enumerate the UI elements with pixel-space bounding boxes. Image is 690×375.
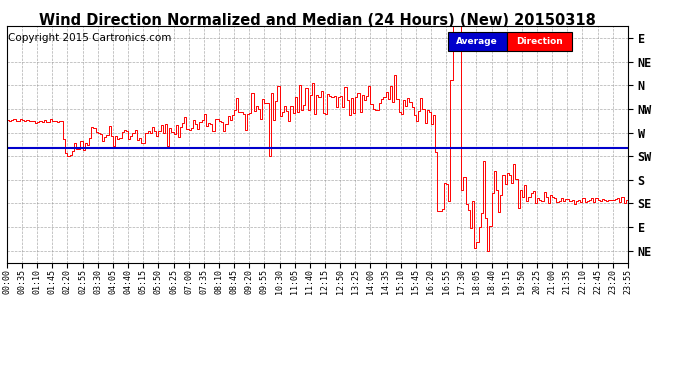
Text: Copyright 2015 Cartronics.com: Copyright 2015 Cartronics.com: [8, 33, 172, 44]
Text: Direction: Direction: [516, 37, 563, 46]
Bar: [506, 32, 572, 51]
Text: Average: Average: [456, 37, 498, 46]
Text: Wind Direction Normalized and Median (24 Hours) (New) 20150318: Wind Direction Normalized and Median (24…: [39, 13, 596, 28]
Bar: [448, 32, 506, 51]
